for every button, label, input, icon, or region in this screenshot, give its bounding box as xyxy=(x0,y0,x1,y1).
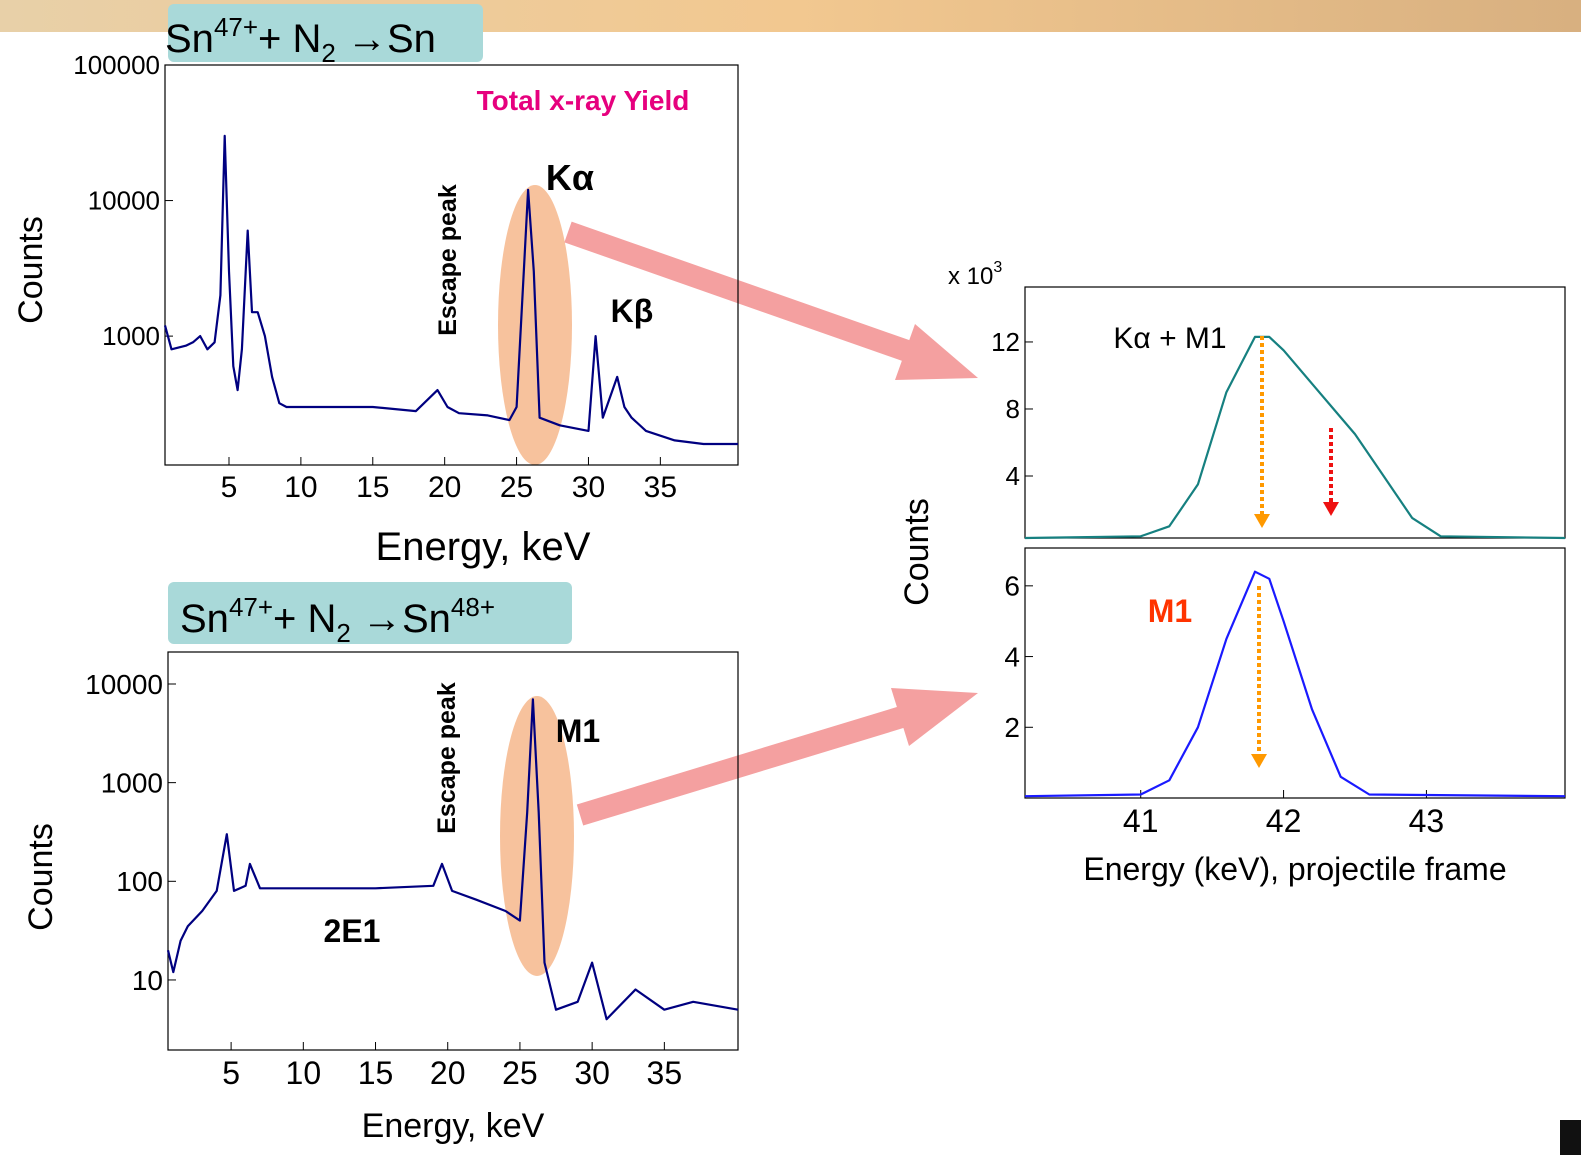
x-tick-label: 43 xyxy=(1409,803,1445,839)
data-line xyxy=(166,698,739,1021)
y-tick-label: 10000 xyxy=(85,669,163,700)
annotation: Kα xyxy=(546,157,594,198)
data-line xyxy=(163,134,738,446)
y-tick-label: 10 xyxy=(132,965,163,996)
y-tick-label: 4 xyxy=(1004,641,1020,672)
y-tick-label: 12 xyxy=(991,327,1020,357)
plot-frame xyxy=(1024,547,1566,799)
y-tick-label: 6 xyxy=(1004,571,1020,602)
y-tick-label: 10000 xyxy=(88,186,160,216)
arrow-head xyxy=(891,688,978,746)
data-line xyxy=(1024,570,1566,798)
y-tick-label: 8 xyxy=(1006,394,1020,424)
indicator-head xyxy=(1251,754,1267,768)
x-tick-label: 41 xyxy=(1123,803,1159,839)
annotation: M1 xyxy=(556,713,600,749)
x-tick-label: 5 xyxy=(221,471,238,504)
x-tick-label: 35 xyxy=(647,1055,683,1091)
x-tick-label: 20 xyxy=(430,1055,466,1091)
x-axis-label: Energy, keV xyxy=(376,525,591,569)
x-axis-label: Energy (keV), projectile frame xyxy=(1083,851,1506,887)
corner-mark xyxy=(1560,1120,1581,1155)
x-tick-label: 15 xyxy=(358,1055,394,1091)
annotation: Kβ xyxy=(611,293,654,329)
annotation: 2E1 xyxy=(324,913,381,949)
annotation: Kα + M1 xyxy=(1113,322,1226,355)
x-tick-label: 35 xyxy=(644,471,677,504)
x-axis-label: Energy, keV xyxy=(362,1107,545,1145)
x-tick-label: 25 xyxy=(500,471,533,504)
indicator-head xyxy=(1254,514,1270,528)
y-axis-label: Counts xyxy=(22,823,60,931)
arrow xyxy=(564,221,914,363)
y-tick-label: 4 xyxy=(1006,461,1020,491)
highlight xyxy=(500,696,574,976)
x-tick-label: 20 xyxy=(428,471,461,504)
y-axis-label: Counts xyxy=(898,498,936,606)
y-tick-label: 1000 xyxy=(102,321,160,351)
x-tick-label: 15 xyxy=(356,471,389,504)
y-axis-label: Counts xyxy=(12,216,50,324)
annotation: Escape peak xyxy=(434,184,462,336)
title-box xyxy=(168,4,483,62)
y-tick-label: 1000 xyxy=(101,767,163,798)
x-tick-label: 30 xyxy=(572,471,605,504)
indicator-head xyxy=(1323,502,1339,516)
y-tick-label: 100 xyxy=(116,866,163,897)
plot-frame xyxy=(167,651,739,1051)
annotation: M1 xyxy=(1148,593,1192,629)
x-tick-label: 30 xyxy=(574,1055,610,1091)
multiplier: x 103 xyxy=(948,259,1002,290)
y-tick-label: 100000 xyxy=(73,50,160,80)
plot-frame xyxy=(164,64,739,466)
x-tick-label: 10 xyxy=(284,471,317,504)
chart-title: Sn47++ N2 →Sn xyxy=(165,12,436,68)
y-tick-label: 2 xyxy=(1004,712,1020,743)
arrow xyxy=(576,705,909,826)
chart-title: Sn47++ N2 →Sn48+ xyxy=(180,592,495,648)
data-line xyxy=(1024,335,1566,540)
x-tick-label: 5 xyxy=(222,1055,240,1091)
title-box xyxy=(168,582,572,644)
arrow-head xyxy=(895,324,978,380)
x-tick-label: 42 xyxy=(1266,803,1302,839)
annotation: Escape peak xyxy=(433,682,461,834)
annotation: Total x-ray Yield xyxy=(477,85,690,116)
x-tick-label: 25 xyxy=(502,1055,538,1091)
x-tick-label: 10 xyxy=(286,1055,322,1091)
plot-frame xyxy=(1024,286,1566,539)
